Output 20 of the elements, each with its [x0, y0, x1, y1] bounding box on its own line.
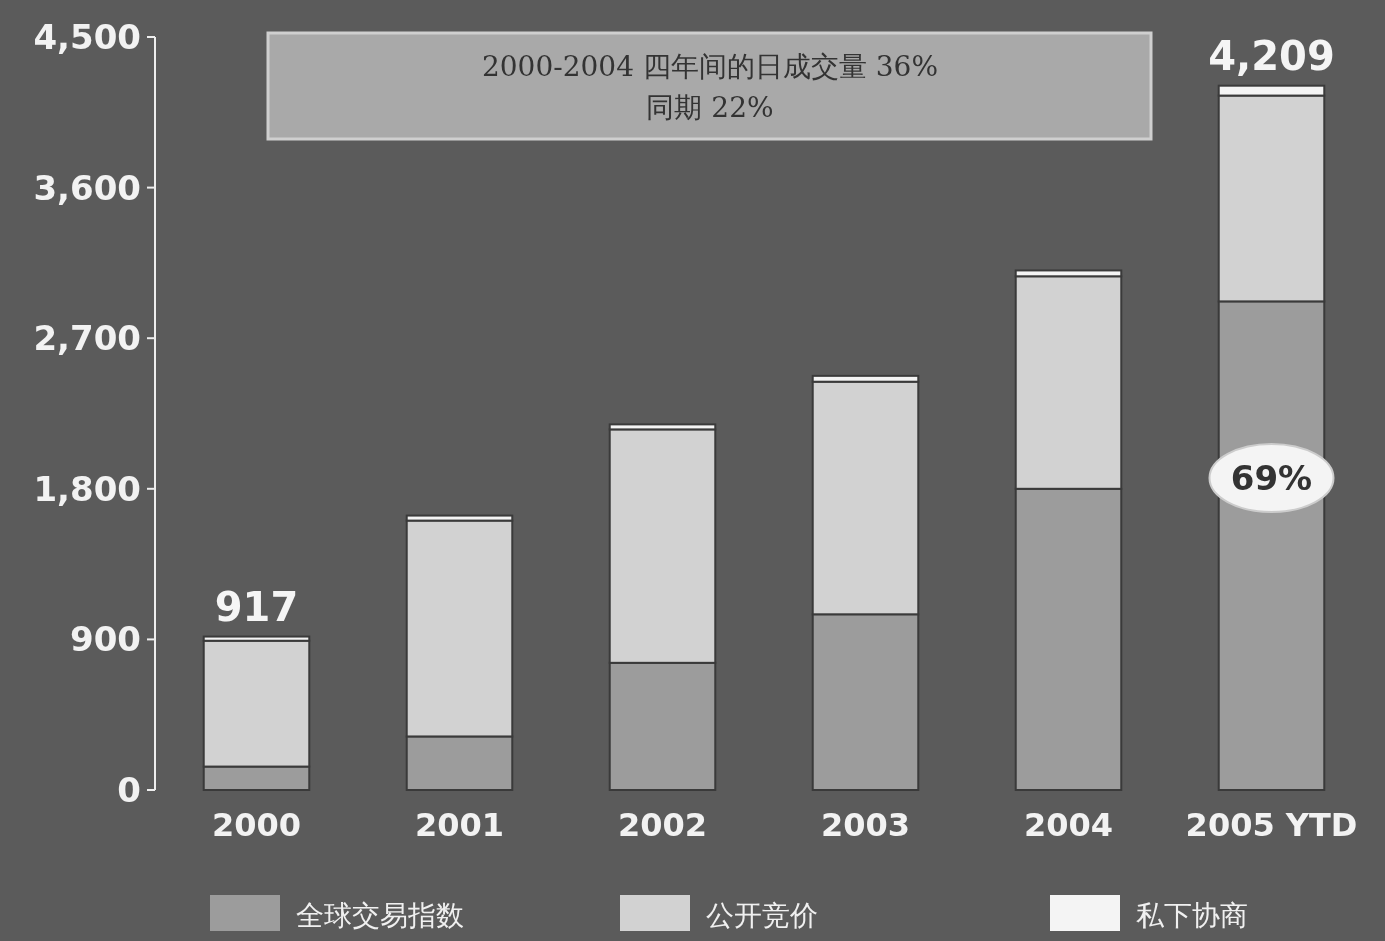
legend-label: 全球交易指数: [296, 899, 464, 932]
text: 2000-2004 四年间的日成交量 36%: [481, 50, 939, 83]
y-tick-label: 4,500: [33, 17, 141, 57]
x-tick-label: 2005 YTD: [1185, 806, 1358, 844]
y-tick-label: 900: [70, 619, 141, 660]
y-tick-label: 2,700: [33, 318, 141, 359]
legend-label: 公开竞价: [706, 899, 818, 932]
y-tick-label: 1,800: [33, 468, 141, 509]
total-label: 4,209: [1208, 32, 1335, 79]
total-label: 917: [214, 583, 299, 630]
text: 同期 22%: [646, 91, 774, 124]
y-tick-label: 0: [117, 770, 141, 810]
x-tick-label: 2001: [414, 806, 505, 844]
x-tick-label: 2000: [211, 806, 302, 844]
y-tick-label: 3,600: [33, 167, 141, 208]
x-tick-label: 2003: [820, 806, 911, 844]
x-tick-label: 2002: [617, 806, 708, 844]
legend-label: 私下协商: [1136, 899, 1248, 932]
annotation: 69%: [1230, 458, 1313, 498]
x-tick-label: 2004: [1023, 806, 1114, 844]
